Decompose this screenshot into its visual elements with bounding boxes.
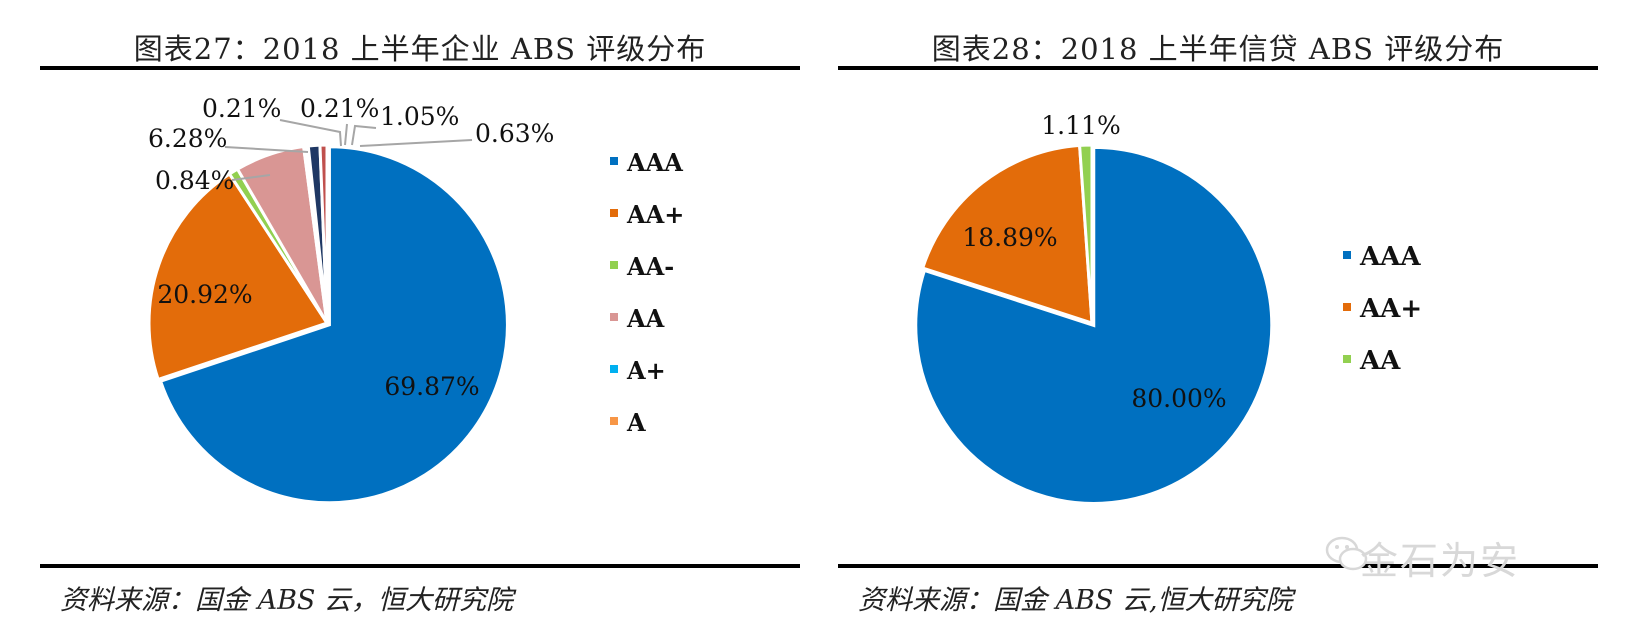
wechat-icon (1325, 536, 1368, 571)
legend-swatch (1343, 303, 1351, 311)
pie-chart-28: 80.00% 18.89% 1.11% AAA AA+ AA (914, 111, 1422, 505)
data-label: 0.84% (155, 166, 234, 195)
pie-slice (1077, 143, 1094, 324)
legend-label: AA+ (626, 200, 684, 229)
legend-swatch (610, 157, 618, 165)
leader-line (279, 119, 342, 147)
leader-line (359, 139, 473, 147)
chart-title: 图表28：2018 上半年信贷 ABS 评级分布 (931, 32, 1505, 66)
legend-swatch (610, 417, 618, 425)
data-label: 0.63% (475, 119, 554, 148)
legend-label: AA (1359, 346, 1401, 376)
legend-swatch (610, 261, 618, 269)
pie-slice (147, 171, 330, 382)
data-label: 69.87% (384, 372, 479, 401)
legend-label: AAA (1359, 242, 1421, 272)
pie-slice (158, 145, 509, 505)
data-label: 0.21% (202, 94, 281, 123)
legend-swatch (610, 313, 618, 321)
legend-label: A (626, 408, 646, 437)
legend-label: AA+ (1359, 294, 1422, 324)
watermark-text: 金石为安 (1360, 539, 1521, 583)
leader-line (231, 174, 271, 181)
legend-label: A+ (626, 356, 666, 385)
footer-divider (838, 564, 1598, 568)
leader-line (344, 123, 348, 146)
chart-title: 图表27：2018 上半年企业 ABS 评级分布 (133, 32, 707, 66)
legend-swatch (1343, 251, 1351, 259)
legend-label: AA (626, 304, 665, 333)
legend-swatch (610, 365, 618, 373)
title-divider (40, 66, 800, 70)
data-label: 80.00% (1131, 384, 1226, 413)
pie-slice (920, 143, 1094, 326)
pie-slice (318, 143, 329, 324)
legend-swatch (1343, 355, 1351, 363)
chart-panel-27: 图表27：2018 上半年企业 ABS 评级分布 69.87% 20.92% 0.8… (40, 0, 800, 625)
data-label: 6.28% (148, 124, 227, 153)
pie-chart-27: 69.87%20.92%0.84%6.28%0.21% 0.21% 1.05%0.6… (147, 94, 684, 505)
data-label: 20.92% (157, 280, 252, 309)
legend-swatch (610, 209, 618, 217)
data-label: 1.11% (1041, 111, 1120, 140)
data-label: 0.21% (300, 94, 379, 123)
chart-panel-28: 图表28：2018 上半年信贷 ABS 评级分布 80.00% 18.89% 1.1… (838, 0, 1598, 625)
source-note: 资料来源：国金 ABS 云，恒大研究院 (60, 585, 514, 616)
leader-line (351, 124, 377, 146)
footer-divider (40, 564, 800, 568)
pie-slice (914, 145, 1274, 505)
leader-line (224, 146, 309, 153)
source-note: 资料来源：国金 ABS 云,恒大研究院 (858, 585, 1293, 616)
legend-label: AA- (626, 252, 674, 281)
data-label: 18.89% (962, 223, 1057, 252)
data-label: 1.05% (380, 102, 459, 131)
legend-label: AAA (626, 148, 683, 177)
title-divider (838, 66, 1598, 70)
